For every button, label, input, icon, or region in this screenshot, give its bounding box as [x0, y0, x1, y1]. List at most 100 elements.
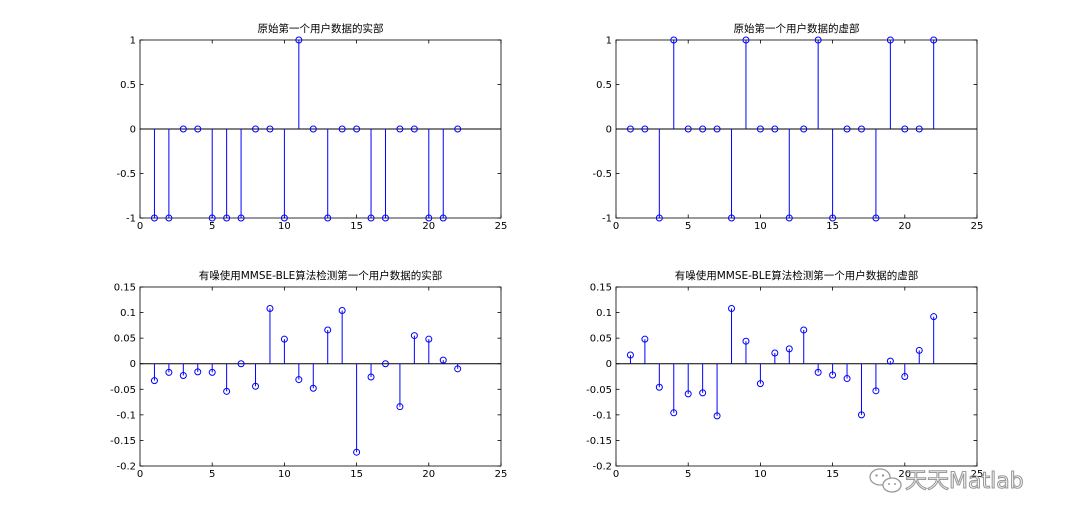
y-tick-label: -1 [126, 214, 136, 225]
stem-marker [915, 346, 923, 354]
y-tick-label: 0.15 [114, 283, 136, 294]
stem-marker [338, 307, 346, 315]
stem-marker [410, 125, 418, 133]
subplot-4: 有噪使用MMSE-BLE算法检测第一个用户数据的虚部 0 5 10 15 20 25 -0.2… [586, 269, 983, 480]
stem-marker [800, 125, 808, 133]
x-tick-label: 0 [613, 221, 619, 232]
x-tick-label: 20 [422, 221, 435, 232]
axes-box [139, 286, 502, 467]
stem-marker [425, 214, 433, 222]
watermark-text: 天天Matlab [905, 469, 1024, 494]
x-tick-label: 15 [350, 469, 363, 480]
y-tick-label: -0.05 [110, 385, 136, 396]
x-tick-label: 5 [209, 221, 215, 232]
stem-marker [295, 376, 303, 384]
y-tick-label: 1 [606, 36, 612, 47]
stem-marker [396, 403, 404, 411]
x-tick-label: 15 [826, 469, 839, 480]
stem-marker [150, 377, 158, 385]
y-tick-label: -0.05 [586, 385, 612, 396]
stem-marker [324, 214, 332, 222]
stem-marker [857, 411, 865, 419]
subplot-3: 有噪使用MMSE-BLE算法检测第一个用户数据的实部 0 5 10 15 20 25 -0.2… [110, 269, 507, 480]
stem-marker [857, 125, 865, 133]
stem-marker [626, 125, 634, 133]
y-tick-label: 1 [130, 36, 136, 47]
chart-title: 有噪使用MMSE-BLE算法检测第一个用户数据的虚部 [675, 269, 919, 282]
stem-marker [684, 125, 692, 133]
stem-marker [309, 125, 317, 133]
stem-marker [742, 337, 750, 345]
stem-marker [829, 214, 837, 222]
y-tick-label: -0.15 [110, 436, 136, 447]
stem-marker [194, 368, 202, 376]
stem-marker [771, 125, 779, 133]
stem-marker [699, 125, 707, 133]
y-tick-label: 0.15 [590, 283, 612, 294]
stem-marker [208, 214, 216, 222]
stem-marker [728, 214, 736, 222]
stem-marker [280, 214, 288, 222]
y-tick-label: 0 [130, 125, 136, 136]
stem-marker [396, 125, 404, 133]
x-tick-label: 25 [495, 221, 508, 232]
stem-marker [353, 448, 361, 456]
y-tick-label: -0.2 [592, 462, 612, 473]
stem-marker [655, 383, 663, 391]
stem-marker [439, 214, 447, 222]
subplot-1: 原始第一个用户数据的实部 0 5 10 15 20 25 -1 -0.5 0 0.5 1 [116, 22, 507, 232]
stem-marker [208, 368, 216, 376]
stem-marker [785, 345, 793, 353]
y-tick-label: -0.5 [592, 169, 612, 180]
y-tick-label: 0.5 [120, 80, 136, 91]
stem-marker [367, 214, 375, 222]
axes-box [615, 286, 978, 467]
stem-marker [165, 368, 173, 376]
x-tick-label: 25 [971, 221, 984, 232]
stem-marker [901, 125, 909, 133]
y-tick-label: 0.1 [596, 308, 612, 319]
y-tick-label: 0.05 [590, 334, 612, 345]
stem-marker [829, 371, 837, 379]
stem-marker [872, 214, 880, 222]
chart-title: 原始第一个用户数据的虚部 [734, 22, 860, 35]
stem-marker [626, 351, 634, 359]
stem-marker [641, 335, 649, 343]
x-tick-label: 25 [971, 469, 984, 480]
stem-marker [684, 390, 692, 398]
stem-marker [439, 356, 447, 364]
x-tick-label: 20 [898, 221, 911, 232]
x-tick-label: 15 [826, 221, 839, 232]
y-tick-label: 0.5 [596, 80, 612, 91]
x-tick-label: 10 [754, 469, 767, 480]
stem-marker [454, 125, 462, 133]
stem-marker [800, 326, 808, 334]
stem-marker [165, 214, 173, 222]
stem-marker [309, 384, 317, 392]
chart-title: 原始第一个用户数据的实部 [258, 22, 384, 35]
y-tick-label: -0.1 [116, 410, 136, 421]
x-tick-label: 25 [495, 469, 508, 480]
stem-marker [237, 360, 245, 368]
x-tick-label: 5 [685, 221, 691, 232]
stem-marker [179, 125, 187, 133]
stem-marker [930, 36, 938, 44]
stem-marker [641, 125, 649, 133]
stem-marker [252, 125, 260, 133]
x-tick-label: 0 [137, 469, 143, 480]
x-tick-label: 20 [898, 469, 911, 480]
stem-marker [353, 125, 361, 133]
stem-marker [728, 304, 736, 312]
stem-marker [410, 332, 418, 340]
stem-marker [150, 214, 158, 222]
x-tick-label: 20 [422, 469, 435, 480]
y-tick-label: -0.5 [116, 169, 136, 180]
stem-marker [756, 125, 764, 133]
stem-marker [886, 36, 894, 44]
stem-marker [381, 214, 389, 222]
stem-marker [742, 36, 750, 44]
y-tick-label: -0.1 [592, 410, 612, 421]
stem-marker [814, 36, 822, 44]
x-tick-label: 0 [613, 469, 619, 480]
y-tick-label: -1 [602, 214, 612, 225]
